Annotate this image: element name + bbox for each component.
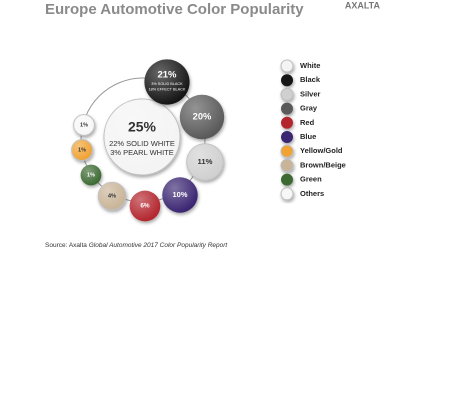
bubble-gloss (162, 177, 198, 213)
source-prefix: Source: Axalta (45, 242, 87, 249)
bubble-gloss (179, 94, 225, 140)
legend-label: Red (300, 118, 315, 127)
value-label: 21% (158, 70, 178, 81)
legend-swatch (281, 173, 293, 186)
value-label: 1% (78, 147, 86, 153)
breakdown-label: 18% EFFECT BLACK (149, 88, 186, 92)
legend-label: Black (300, 75, 321, 84)
legend-label: Blue (300, 132, 316, 141)
bubble-gloss (71, 139, 93, 161)
legend-swatch (281, 74, 293, 87)
legend-swatch (280, 187, 294, 201)
source-title: Global Automotive 2017 Color Popularity … (89, 242, 229, 249)
bubble-gloss (186, 143, 224, 181)
legend-swatch (280, 59, 294, 73)
bubble-gloss (80, 164, 102, 186)
bubble-gloss (129, 190, 161, 222)
breakdown-label: 22% SOLID WHITE (109, 139, 175, 148)
value-label: 4% (108, 194, 116, 200)
value-label: 11% (198, 157, 213, 166)
bubble-gloss (98, 182, 126, 210)
legend-swatch (281, 116, 293, 129)
bubble-gloss (104, 99, 180, 175)
value-label: 20% (193, 111, 212, 121)
source: Source: Axalta Global Automotive 2017 Co… (45, 242, 228, 249)
bubble-gloss (144, 59, 190, 105)
legend-label: Silver (300, 89, 321, 98)
value-label: 1% (80, 122, 88, 128)
legend-swatch (280, 87, 294, 101)
legend-label: Green (300, 175, 322, 184)
legend-label: Yellow/Gold (300, 146, 343, 155)
bubble-gloss (73, 114, 95, 136)
legend-label: Others (300, 189, 324, 198)
legend-label: White (300, 61, 320, 70)
legend-swatch (281, 131, 293, 143)
value-label: 10% (173, 190, 188, 199)
legend-swatch (280, 158, 294, 172)
chart-title: Europe Automotive Color Popularity (45, 1, 304, 18)
legend-label: Gray (300, 104, 318, 113)
breakdown-label: 3% SOLID BLACK (151, 82, 183, 86)
legend-swatch (281, 102, 293, 115)
value-label: 1% (87, 172, 95, 178)
brand-logo: AXALTA (345, 0, 381, 10)
value-label: 25% (128, 119, 157, 135)
legend-label: Brown/Beige (300, 160, 346, 169)
value-label: 6% (140, 203, 150, 210)
legend-swatch (280, 144, 294, 158)
breakdown-label: 3% PEARL WHITE (110, 148, 174, 157)
